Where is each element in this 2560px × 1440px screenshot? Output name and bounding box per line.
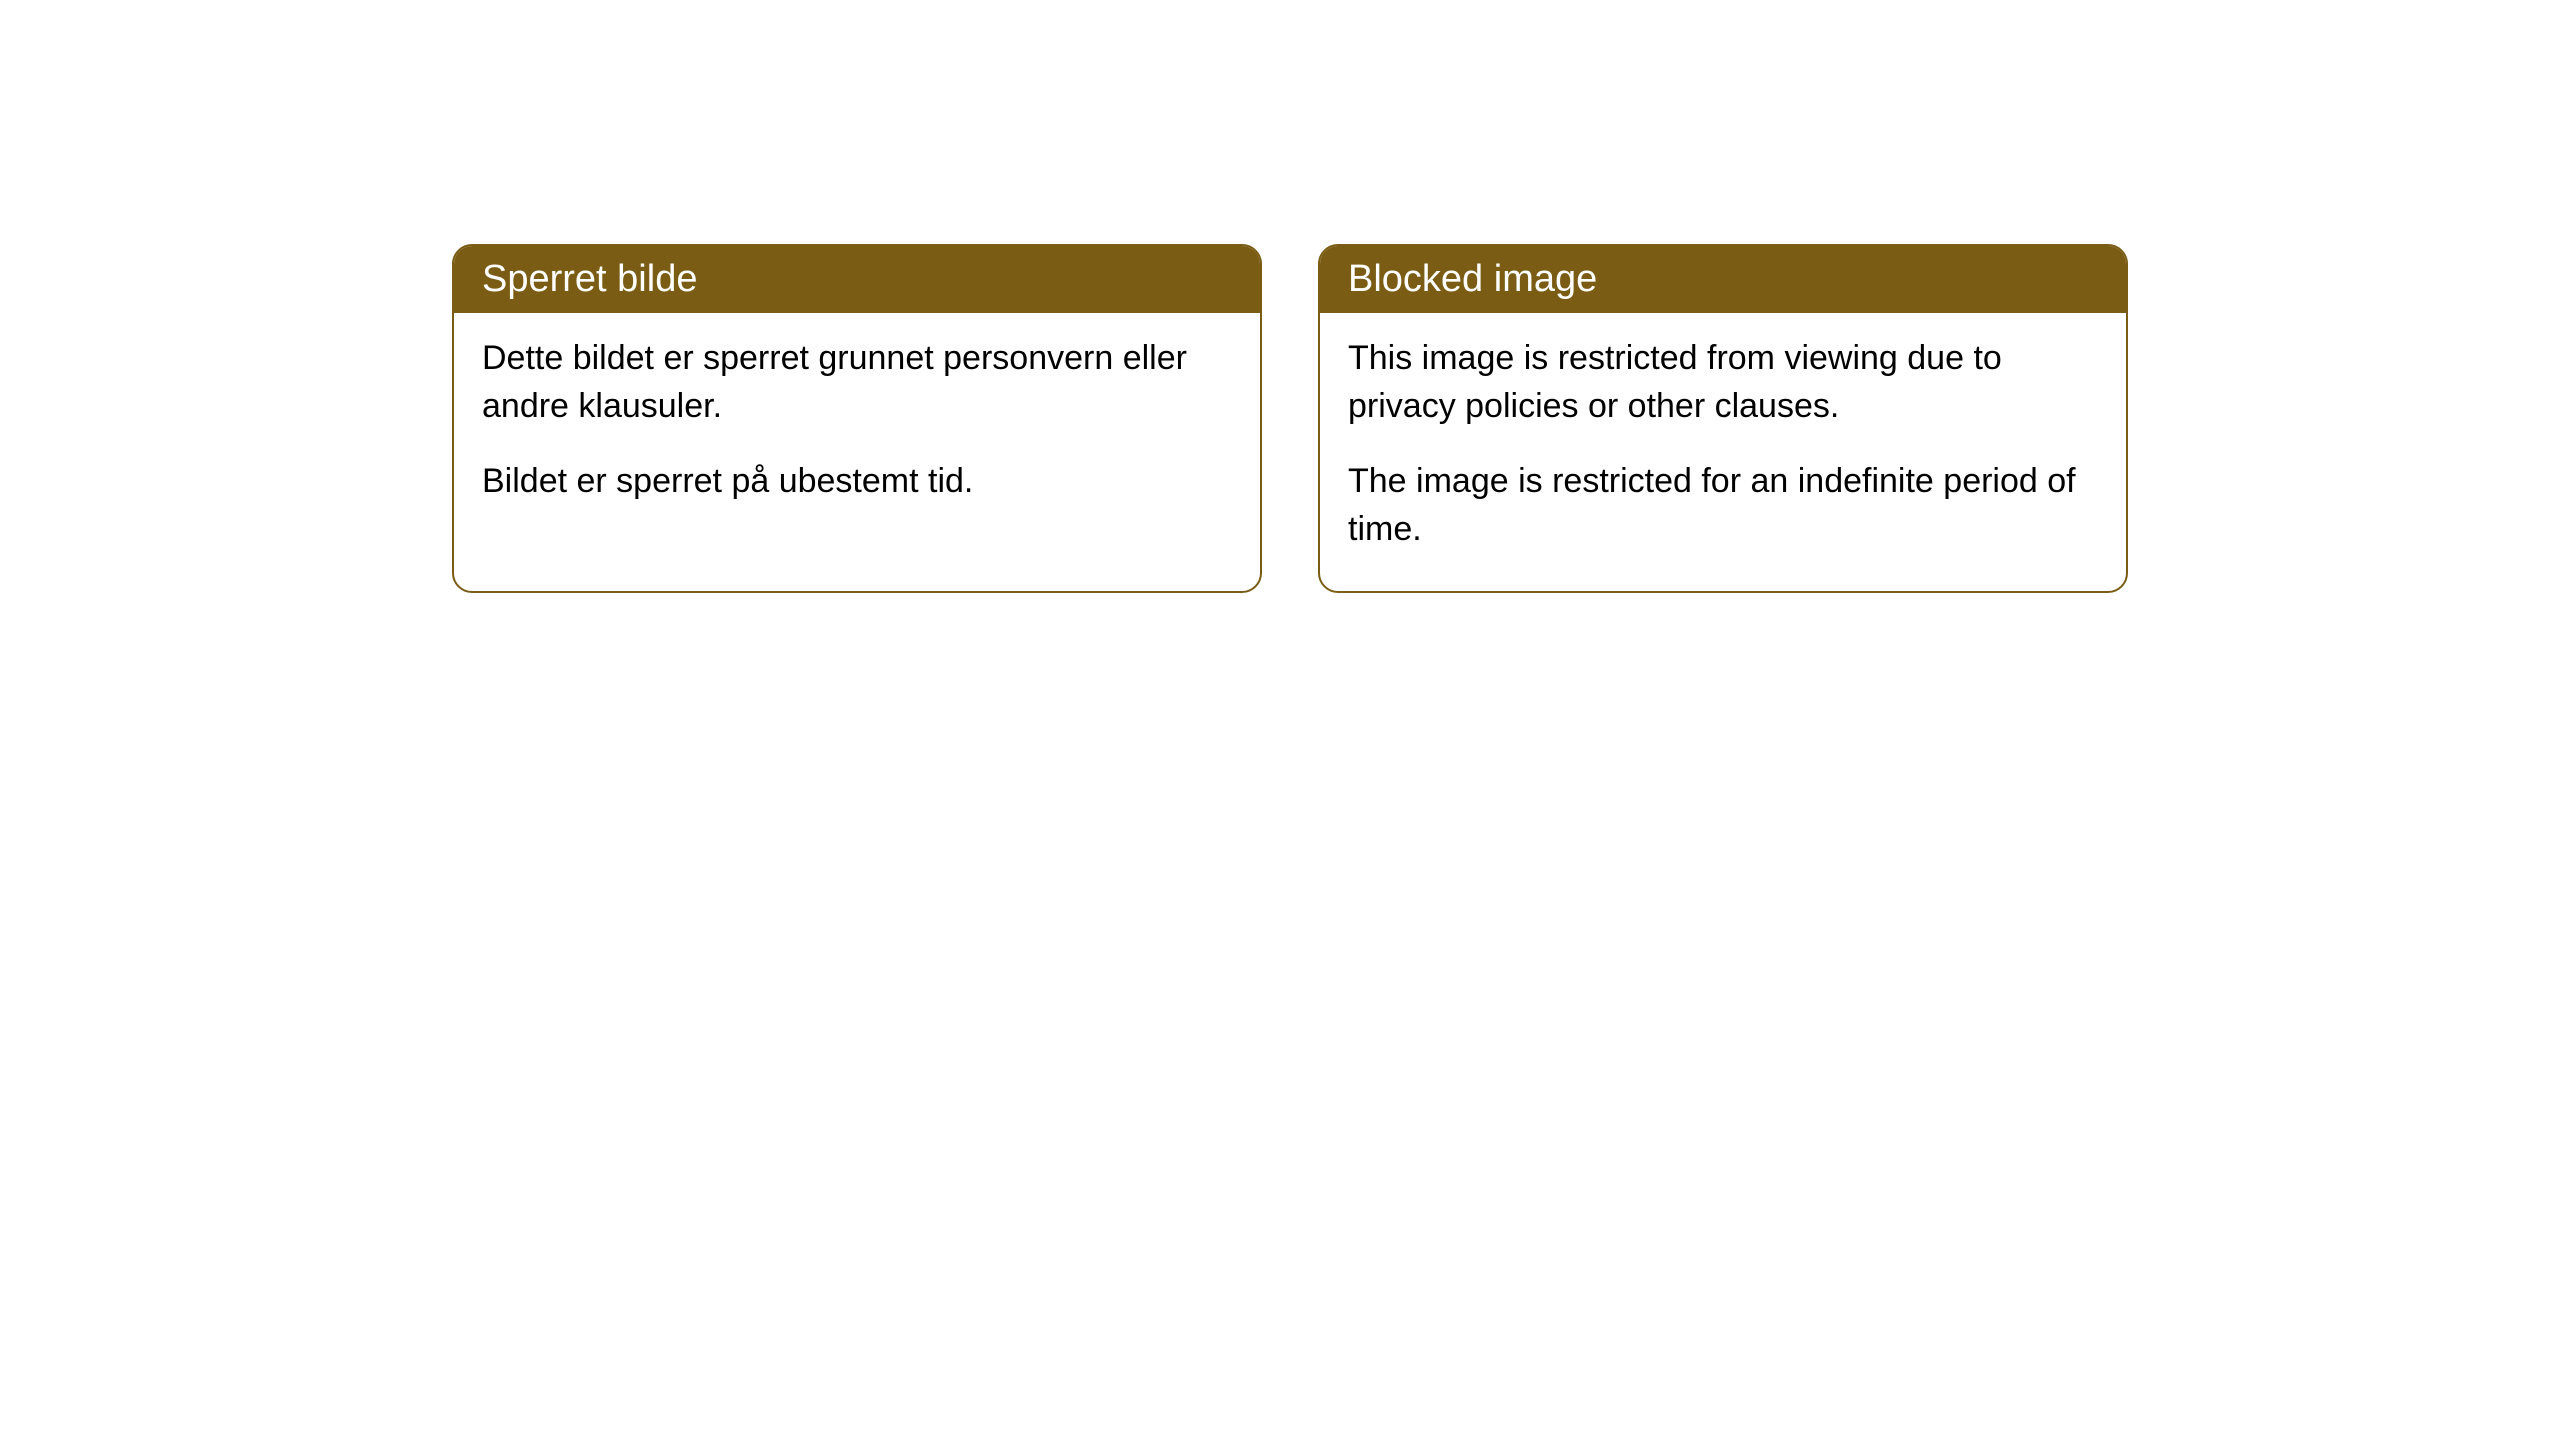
card-paragraph: This image is restricted from viewing du… <box>1348 335 2098 430</box>
cards-container: Sperret bilde Dette bildet er sperret gr… <box>452 244 2128 593</box>
blocked-image-card-english: Blocked image This image is restricted f… <box>1318 244 2128 593</box>
card-header: Blocked image <box>1320 246 2126 313</box>
card-paragraph: The image is restricted for an indefinit… <box>1348 458 2098 553</box>
card-title: Sperret bilde <box>482 258 697 300</box>
card-paragraph: Bildet er sperret på ubestemt tid. <box>482 458 1232 506</box>
card-paragraph: Dette bildet er sperret grunnet personve… <box>482 335 1232 430</box>
card-title: Blocked image <box>1348 258 1597 300</box>
card-body: Dette bildet er sperret grunnet personve… <box>454 313 1260 544</box>
card-body: This image is restricted from viewing du… <box>1320 313 2126 591</box>
card-header: Sperret bilde <box>454 246 1260 313</box>
blocked-image-card-norwegian: Sperret bilde Dette bildet er sperret gr… <box>452 244 1262 593</box>
